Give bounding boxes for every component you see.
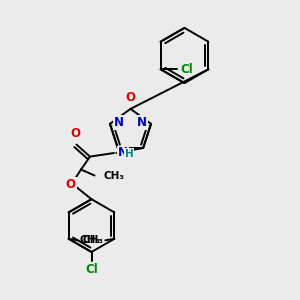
Text: CH₃: CH₃	[80, 235, 101, 245]
Text: O: O	[70, 128, 80, 140]
Text: CH₃: CH₃	[82, 235, 103, 245]
Text: N: N	[118, 146, 128, 160]
Text: Cl: Cl	[85, 263, 98, 276]
Text: O: O	[125, 91, 136, 104]
Text: Cl: Cl	[181, 63, 194, 76]
Text: N: N	[114, 116, 124, 129]
Text: CH₃: CH₃	[103, 171, 124, 181]
Text: H: H	[125, 148, 134, 159]
Text: O: O	[66, 178, 76, 191]
Text: N: N	[137, 116, 147, 129]
